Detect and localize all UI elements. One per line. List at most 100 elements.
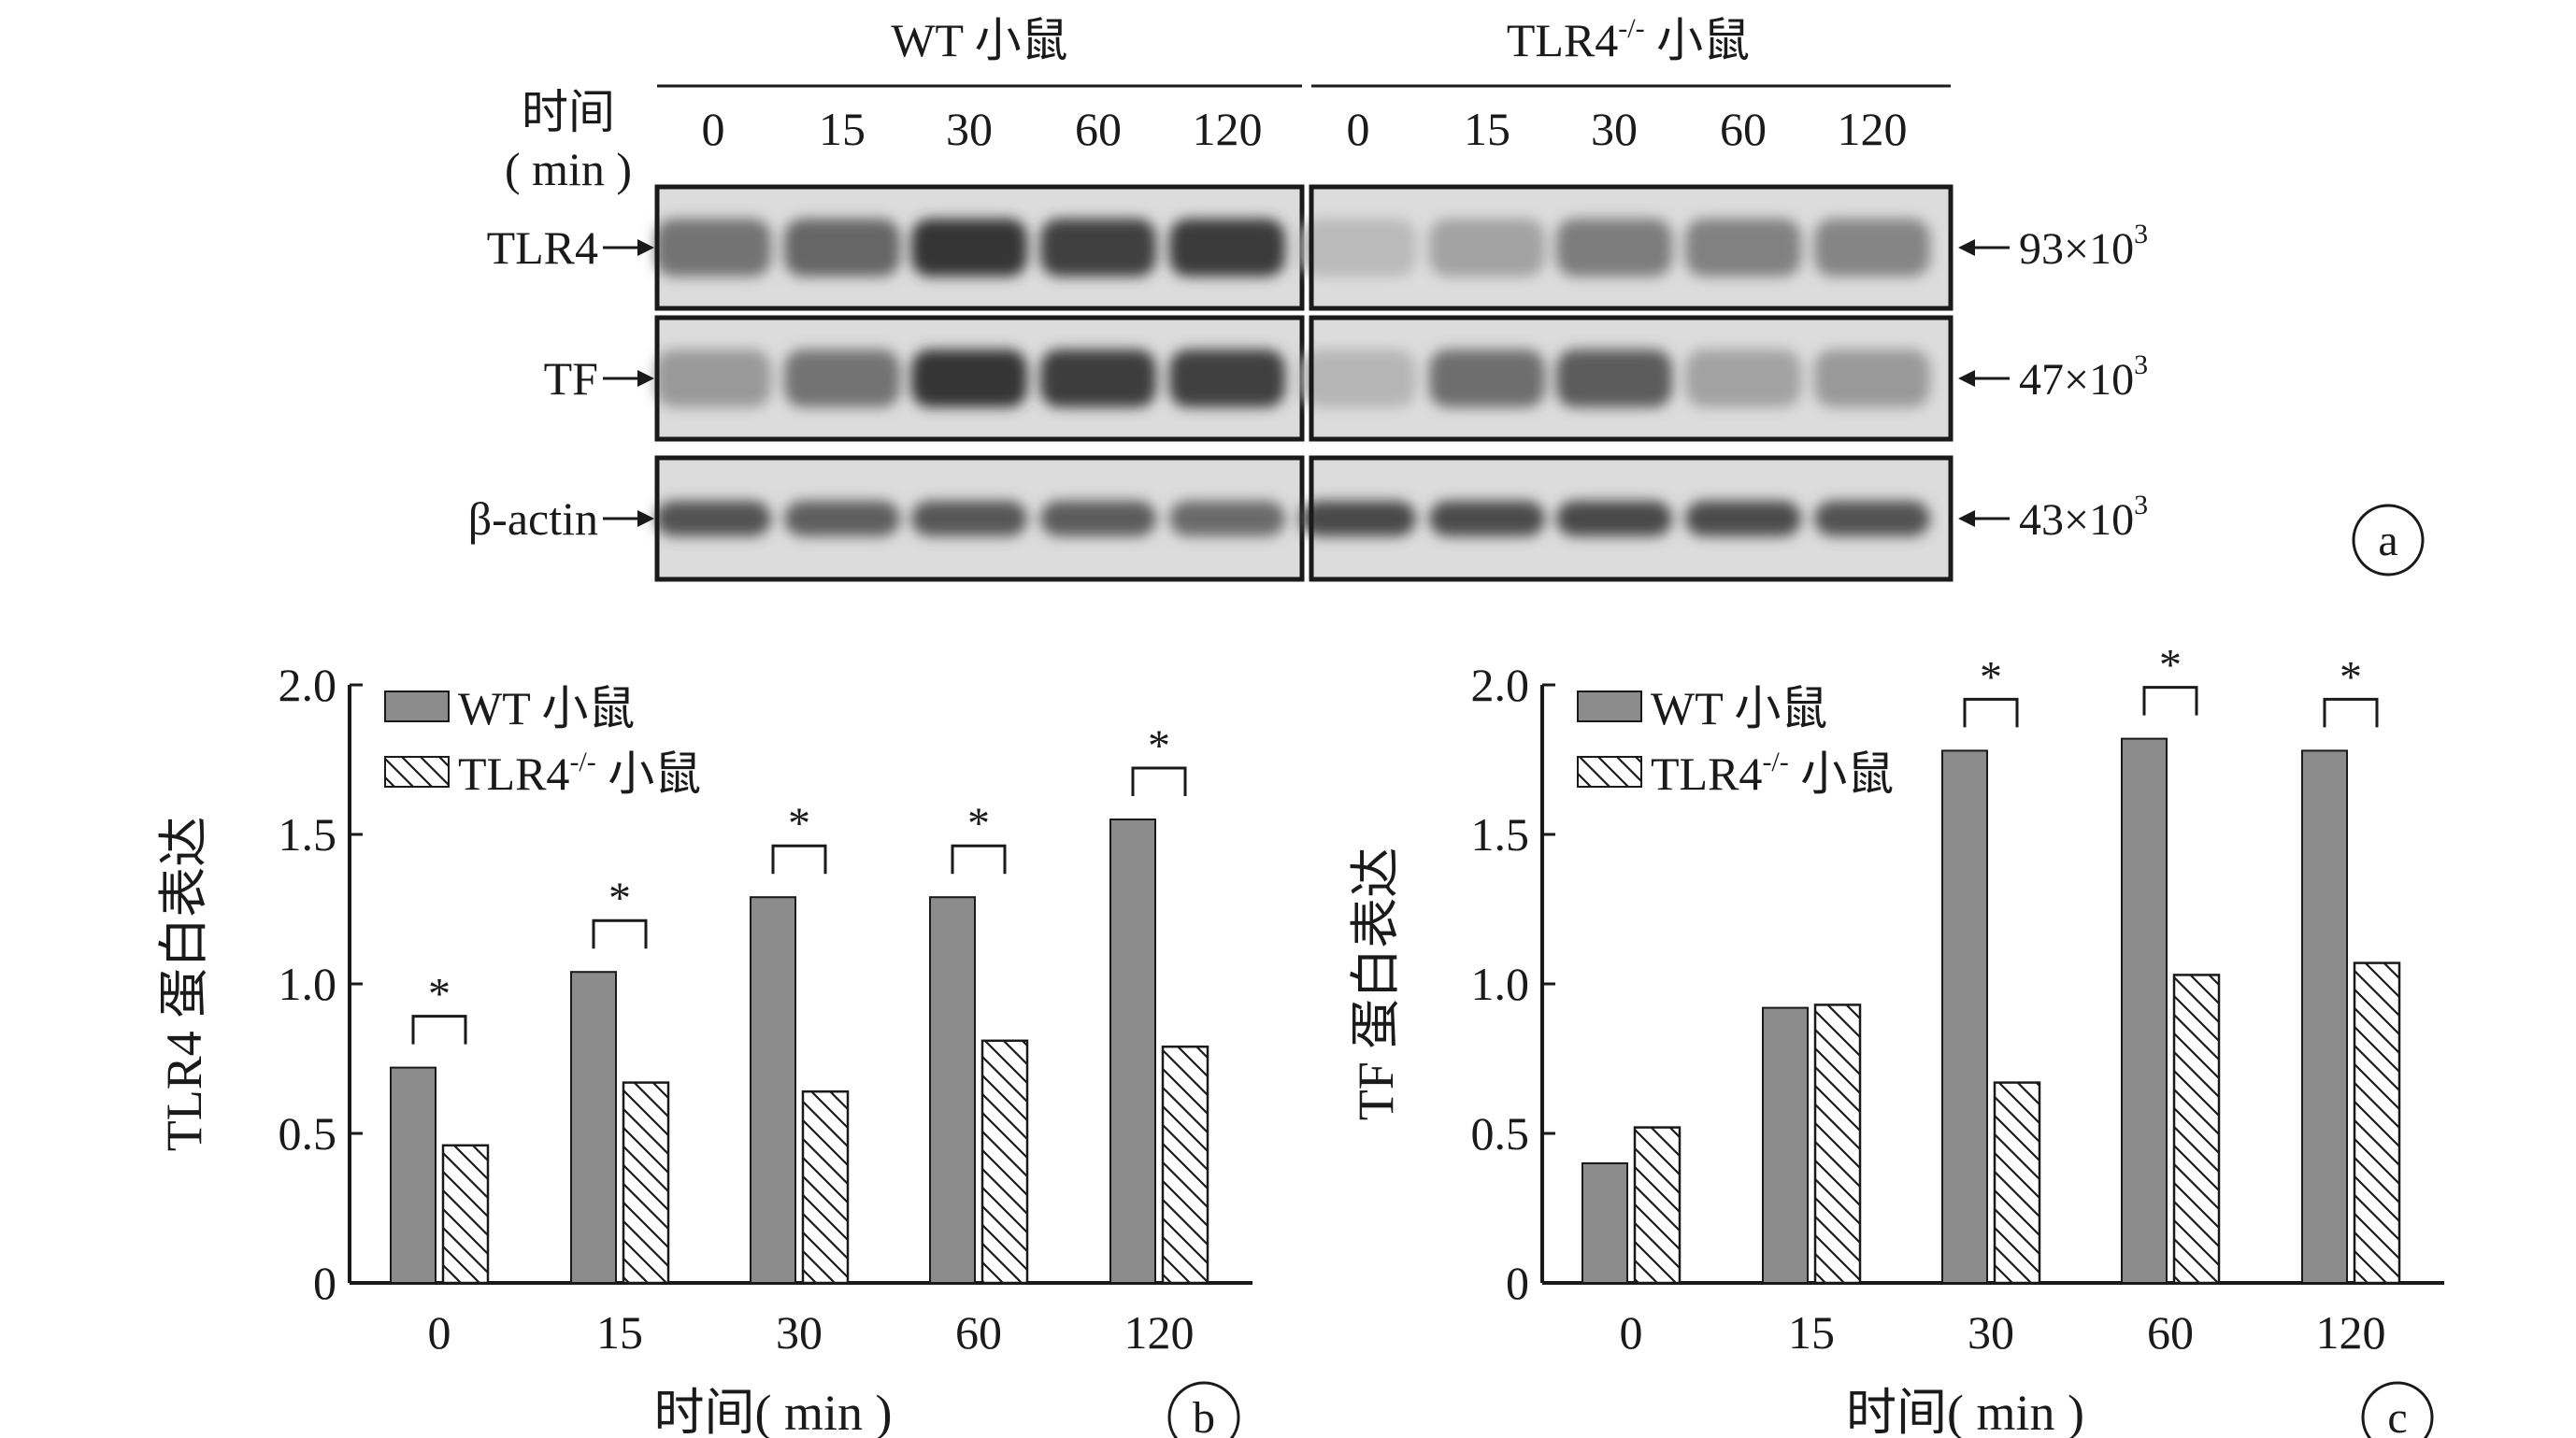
bar-tlr4-knockout	[801, 1089, 850, 1285]
bar-wt	[929, 896, 976, 1284]
legend-label-tlr4: TLR4-/- 小鼠	[1651, 747, 1894, 800]
row-arrowhead	[637, 239, 654, 256]
lane-label: 0	[702, 103, 725, 155]
blot-band	[1814, 501, 1930, 536]
blot-band	[1300, 501, 1416, 536]
x-tick-label: 120	[1124, 1306, 1195, 1359]
bar-wt	[390, 1066, 436, 1284]
y-tick-label: 2.0	[1471, 659, 1530, 711]
legend-label-wt: WT 小鼠	[458, 682, 635, 734]
blot-band	[1685, 349, 1801, 407]
panel-label-circle	[2361, 1381, 2434, 1438]
blot-band	[1169, 219, 1285, 277]
y-tick-label: 2.0	[279, 659, 337, 711]
bar-tlr4-knockout	[1633, 1126, 1682, 1285]
blot-band	[911, 501, 1027, 536]
blot-frame	[1309, 455, 1953, 582]
significance-mark: *	[2340, 652, 2362, 702]
blot-band	[1429, 501, 1545, 536]
legend-swatch-tlr4	[384, 756, 450, 788]
x-tick-label: 30	[776, 1306, 823, 1359]
time-unit-label: ( min )	[505, 143, 632, 195]
significance-bracket	[1131, 766, 1187, 796]
significance-mark: *	[608, 874, 631, 923]
western-blot-panel: WT 小鼠 TLR4-/- 小鼠 时间 ( min ) 0 15 30 60 120 0 1…	[468, 13, 2425, 582]
row-label: β-actin	[468, 492, 598, 545]
bar-tlr4-knockout	[1813, 1004, 1862, 1285]
legend-label-wt: WT 小鼠	[1651, 682, 1827, 734]
x-tick-label: 15	[1788, 1306, 1835, 1359]
mw-arrowhead	[1958, 239, 1975, 256]
significance-bracket	[2142, 686, 2198, 716]
y-tick-label: 0	[1506, 1257, 1529, 1309]
blot-band	[1556, 219, 1672, 277]
row-label: TLR4	[487, 221, 598, 274]
mw-label-exponent: 3	[2134, 490, 2148, 520]
blot-frame	[1309, 315, 1953, 442]
blot-band	[1169, 501, 1285, 536]
bar-tlr4-knockout	[2353, 961, 2401, 1285]
x-axis-title: 时间( min )	[654, 1385, 893, 1438]
y-tick-label: 1.5	[1471, 808, 1530, 861]
blot-band	[1169, 349, 1285, 407]
mw-arrowhead	[1958, 370, 1975, 387]
significance-mark: *	[788, 799, 810, 848]
y-tick-label: 1.0	[279, 958, 337, 1010]
blot-band	[1040, 501, 1156, 536]
bar-wt	[1762, 1006, 1809, 1284]
blot-band	[911, 349, 1027, 407]
bar-wt	[1941, 749, 1988, 1284]
lane-label: 30	[1591, 103, 1638, 155]
x-tick-label: 0	[1620, 1306, 1643, 1359]
significance-bracket	[771, 844, 827, 875]
panel-label: c	[2387, 1393, 2407, 1438]
mw-label-exponent: 3	[2134, 349, 2148, 380]
legend-label-tlr4-base: TLR4	[458, 747, 569, 800]
blot-band	[655, 501, 771, 536]
lane-label: 120	[1838, 103, 1908, 155]
x-tick-label: 60	[2147, 1306, 2194, 1359]
blot-band	[1429, 219, 1545, 277]
bar-wt	[2301, 749, 2348, 1284]
significance-bracket	[1963, 697, 2019, 728]
y-tick-label: 0.5	[279, 1107, 337, 1160]
bar-wt	[750, 896, 796, 1284]
x-axis-title: 时间( min )	[1846, 1385, 2084, 1438]
legend-label-tlr4-sup: -/-	[569, 747, 595, 777]
blot-band	[655, 219, 771, 277]
blot-frame	[1309, 184, 1953, 311]
significance-mark: *	[967, 799, 990, 848]
time-label: 时间	[522, 86, 615, 138]
legend-label-tlr4: TLR4-/- 小鼠	[458, 747, 701, 800]
bar-wt	[2121, 737, 2168, 1284]
blot-band	[1300, 219, 1416, 277]
significance-bracket	[951, 844, 1007, 875]
blot-band	[784, 501, 900, 536]
mw-label-base: 47×10	[2019, 355, 2134, 405]
y-axis-title: TF 蛋白表达	[1348, 847, 1404, 1121]
lane-label: 15	[1464, 103, 1510, 155]
significance-mark: *	[2159, 641, 2182, 691]
band-group	[655, 501, 1285, 536]
bar-wt	[1109, 819, 1156, 1284]
mw-label-base: 43×10	[2019, 495, 2134, 545]
lane-labels: 0 15 30 60 120 0 15 30 60 120	[702, 103, 1908, 155]
band-group	[1300, 219, 1930, 277]
bar-tlr4-knockout	[980, 1039, 1029, 1285]
blot-band	[1685, 219, 1801, 277]
blot-band	[1300, 349, 1416, 407]
lane-label: 30	[946, 103, 993, 155]
panel-label: b	[1193, 1393, 1215, 1438]
blot-band	[1814, 349, 1930, 407]
blot-band	[1040, 349, 1156, 407]
tf-expression-chart: 0 0.5 1.0 1.5 2.0 0 15 30 * 60 * 120 * WT 小鼠 TLR4-/- 小…	[1348, 641, 2444, 1438]
significance-bracket	[2323, 697, 2379, 728]
significance-mark: *	[1148, 721, 1170, 771]
legend-label-tlr4-base: TLR4	[1651, 747, 1762, 800]
bar-tlr4-knockout	[1993, 1081, 2041, 1285]
significance-mark: *	[1980, 652, 2002, 702]
legend-label-tlr4-suffix: 小鼠	[596, 747, 702, 800]
band-group	[1300, 349, 1930, 407]
legend-swatch-tlr4	[1577, 756, 1642, 788]
